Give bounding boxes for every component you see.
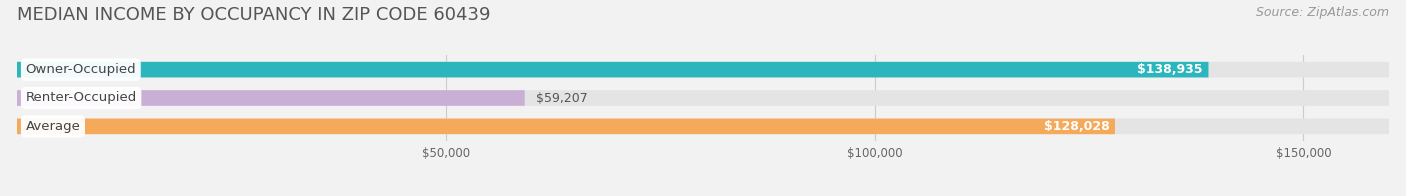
Text: Average: Average	[25, 120, 80, 133]
FancyBboxPatch shape	[17, 119, 1115, 134]
FancyBboxPatch shape	[17, 90, 1389, 106]
FancyBboxPatch shape	[17, 62, 1209, 77]
Text: Source: ZipAtlas.com: Source: ZipAtlas.com	[1256, 6, 1389, 19]
FancyBboxPatch shape	[17, 62, 1389, 77]
Text: Owner-Occupied: Owner-Occupied	[25, 63, 136, 76]
Text: Renter-Occupied: Renter-Occupied	[25, 92, 136, 104]
FancyBboxPatch shape	[17, 90, 524, 106]
Text: MEDIAN INCOME BY OCCUPANCY IN ZIP CODE 60439: MEDIAN INCOME BY OCCUPANCY IN ZIP CODE 6…	[17, 6, 491, 24]
FancyBboxPatch shape	[17, 119, 1389, 134]
Text: $59,207: $59,207	[536, 92, 588, 104]
Text: $128,028: $128,028	[1043, 120, 1109, 133]
Text: $138,935: $138,935	[1137, 63, 1204, 76]
